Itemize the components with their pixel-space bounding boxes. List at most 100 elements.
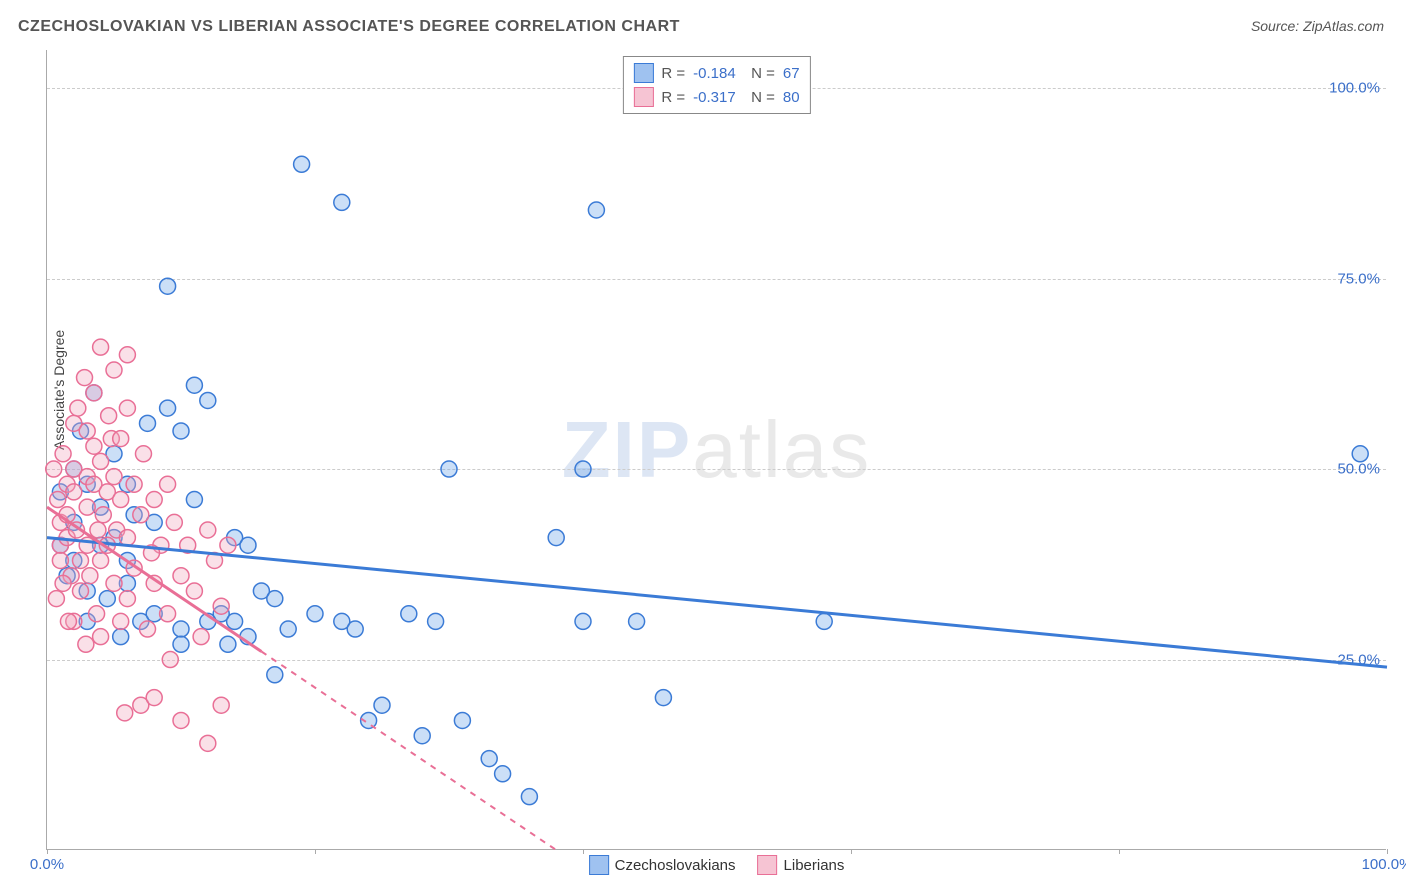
scatter-point bbox=[347, 621, 363, 637]
n-value: 67 bbox=[783, 65, 800, 82]
scatter-point bbox=[200, 522, 216, 538]
scatter-point bbox=[140, 415, 156, 431]
scatter-point bbox=[200, 735, 216, 751]
scatter-point bbox=[113, 629, 129, 645]
scatter-point bbox=[93, 453, 109, 469]
scatter-point bbox=[588, 202, 604, 218]
legend-swatch bbox=[633, 63, 653, 83]
scatter-point bbox=[160, 606, 176, 622]
scatter-point bbox=[93, 629, 109, 645]
scatter-point bbox=[133, 507, 149, 523]
scatter-point bbox=[173, 712, 189, 728]
plot-area: Associate's Degree ZIPatlas 25.0%50.0%75… bbox=[46, 50, 1386, 850]
scatter-point bbox=[78, 636, 94, 652]
r-value: -0.317 bbox=[693, 89, 743, 106]
scatter-point bbox=[95, 507, 111, 523]
scatter-point bbox=[166, 514, 182, 530]
scatter-point bbox=[267, 667, 283, 683]
scatter-point bbox=[113, 431, 129, 447]
scatter-svg bbox=[47, 50, 1386, 849]
scatter-point bbox=[126, 476, 142, 492]
legend-swatch bbox=[589, 855, 609, 875]
scatter-point bbox=[46, 461, 62, 477]
x-tick-label: 0.0% bbox=[30, 856, 64, 873]
scatter-point bbox=[240, 537, 256, 553]
x-tick-mark bbox=[315, 849, 316, 854]
scatter-point bbox=[101, 408, 117, 424]
scatter-point bbox=[173, 621, 189, 637]
scatter-point bbox=[401, 606, 417, 622]
scatter-point bbox=[160, 278, 176, 294]
scatter-point bbox=[66, 484, 82, 500]
scatter-point bbox=[73, 583, 89, 599]
scatter-point bbox=[48, 591, 64, 607]
scatter-point bbox=[99, 591, 115, 607]
legend-swatch bbox=[758, 855, 778, 875]
scatter-point bbox=[414, 728, 430, 744]
scatter-point bbox=[548, 530, 564, 546]
n-value: 80 bbox=[783, 89, 800, 106]
scatter-point bbox=[200, 392, 216, 408]
scatter-point bbox=[146, 690, 162, 706]
scatter-point bbox=[481, 751, 497, 767]
legend-series-label: Liberians bbox=[784, 857, 845, 874]
scatter-point bbox=[173, 636, 189, 652]
scatter-point bbox=[227, 613, 243, 629]
chart-title: CZECHOSLOVAKIAN VS LIBERIAN ASSOCIATE'S … bbox=[18, 18, 680, 36]
scatter-point bbox=[307, 606, 323, 622]
scatter-point bbox=[575, 613, 591, 629]
scatter-point bbox=[119, 530, 135, 546]
scatter-point bbox=[146, 492, 162, 508]
scatter-point bbox=[79, 499, 95, 515]
x-tick-mark bbox=[583, 849, 584, 854]
scatter-point bbox=[160, 400, 176, 416]
scatter-point bbox=[119, 591, 135, 607]
x-tick-mark bbox=[1119, 849, 1120, 854]
scatter-point bbox=[70, 400, 86, 416]
scatter-point bbox=[173, 423, 189, 439]
scatter-point bbox=[60, 613, 76, 629]
scatter-point bbox=[140, 621, 156, 637]
scatter-point bbox=[77, 370, 93, 386]
scatter-point bbox=[79, 423, 95, 439]
trend-line-dashed bbox=[261, 652, 556, 850]
x-tick-mark bbox=[851, 849, 852, 854]
scatter-point bbox=[106, 362, 122, 378]
x-tick-mark bbox=[1387, 849, 1388, 854]
scatter-point bbox=[267, 591, 283, 607]
scatter-point bbox=[86, 385, 102, 401]
scatter-point bbox=[220, 537, 236, 553]
n-label: N = bbox=[751, 89, 775, 106]
scatter-point bbox=[93, 552, 109, 568]
scatter-point bbox=[213, 697, 229, 713]
legend-series: Czechoslovakians Liberians bbox=[589, 855, 845, 875]
scatter-point bbox=[73, 552, 89, 568]
scatter-point bbox=[294, 156, 310, 172]
scatter-point bbox=[186, 492, 202, 508]
scatter-point bbox=[117, 705, 133, 721]
n-label: N = bbox=[751, 65, 775, 82]
legend-series-item: Liberians bbox=[758, 855, 845, 875]
r-label: R = bbox=[661, 65, 685, 82]
scatter-point bbox=[55, 446, 71, 462]
legend-series-label: Czechoslovakians bbox=[615, 857, 736, 874]
legend-correlation-row: R = -0.184 N = 67 bbox=[633, 61, 799, 85]
scatter-point bbox=[135, 446, 151, 462]
scatter-point bbox=[374, 697, 390, 713]
scatter-point bbox=[50, 492, 66, 508]
x-tick-mark bbox=[47, 849, 48, 854]
scatter-point bbox=[629, 613, 645, 629]
r-value: -0.184 bbox=[693, 65, 743, 82]
scatter-point bbox=[495, 766, 511, 782]
scatter-point bbox=[428, 613, 444, 629]
scatter-point bbox=[106, 575, 122, 591]
scatter-point bbox=[113, 613, 129, 629]
scatter-point bbox=[186, 583, 202, 599]
scatter-point bbox=[655, 690, 671, 706]
scatter-point bbox=[160, 476, 176, 492]
scatter-point bbox=[119, 347, 135, 363]
scatter-point bbox=[162, 652, 178, 668]
legend-series-item: Czechoslovakians bbox=[589, 855, 736, 875]
scatter-point bbox=[454, 712, 470, 728]
scatter-point bbox=[86, 438, 102, 454]
